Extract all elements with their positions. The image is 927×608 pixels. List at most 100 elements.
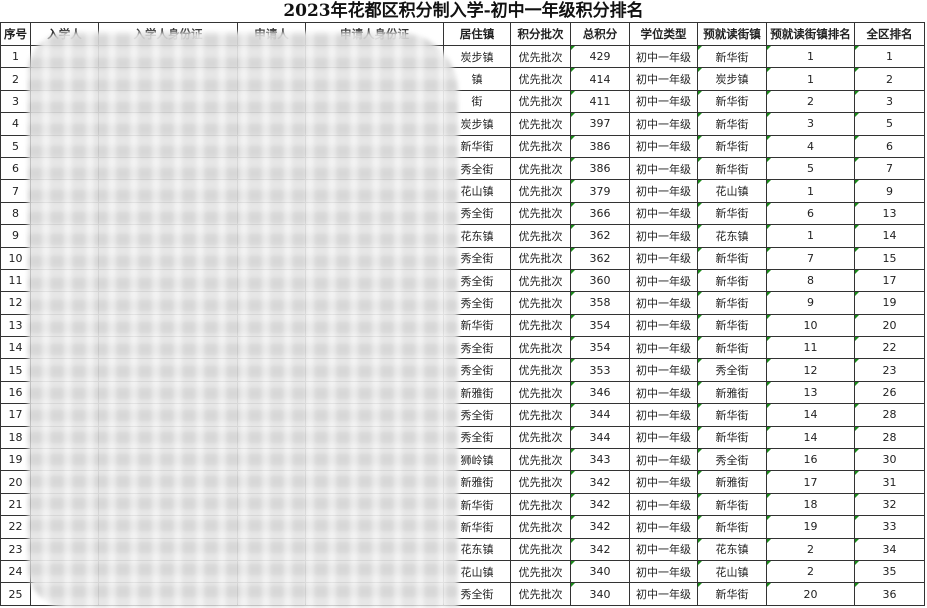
table-cell[interactable]: 32 <box>854 492 925 517</box>
table-cell[interactable]: 优先批次 <box>510 268 571 293</box>
table-cell[interactable]: 优先批次 <box>510 515 571 539</box>
table-cell[interactable]: 优先批次 <box>510 313 571 338</box>
table-cell[interactable]: 397 <box>570 112 630 136</box>
table-cell[interactable]: 新雅街 <box>697 470 767 494</box>
table-cell[interactable]: 花山镇 <box>697 179 767 203</box>
table-cell[interactable]: 初中一年级 <box>629 358 698 382</box>
table-cell[interactable]: 19 <box>766 515 855 539</box>
table-cell[interactable]: 新华街 <box>697 492 767 517</box>
table-cell[interactable]: 新华街 <box>697 268 767 293</box>
table-cell[interactable]: 初中一年级 <box>629 380 698 405</box>
table-cell[interactable]: 360 <box>570 268 630 293</box>
table-cell[interactable]: 优先批次 <box>510 134 571 158</box>
table-cell[interactable]: 18 <box>766 492 855 517</box>
table-cell[interactable]: 8 <box>0 201 31 226</box>
table-cell[interactable]: 5 <box>854 112 925 136</box>
table-cell[interactable]: 新华街 <box>697 89 767 114</box>
table-cell[interactable]: 17 <box>854 268 925 293</box>
table-cell[interactable]: 15 <box>0 358 31 382</box>
table-cell[interactable]: 340 <box>570 559 630 584</box>
column-header[interactable]: 学位类型 <box>629 22 698 46</box>
table-cell[interactable]: 19 <box>854 291 925 315</box>
table-cell[interactable]: 353 <box>570 358 630 382</box>
table-cell[interactable]: 9 <box>854 179 925 203</box>
table-cell[interactable]: 4 <box>766 134 855 158</box>
table-cell[interactable]: 新华街 <box>697 291 767 315</box>
table-cell[interactable]: 新华街 <box>697 112 767 136</box>
table-cell[interactable]: 优先批次 <box>510 224 571 248</box>
table-cell[interactable]: 20 <box>766 582 855 606</box>
column-header[interactable]: 全区排名 <box>854 22 925 46</box>
column-header[interactable]: 序号 <box>0 22 31 46</box>
table-cell[interactable]: 优先批次 <box>510 403 571 427</box>
table-cell[interactable]: 初中一年级 <box>629 492 698 517</box>
table-cell[interactable]: 19 <box>0 448 31 472</box>
table-cell[interactable]: 优先批次 <box>510 246 571 270</box>
table-cell[interactable]: 342 <box>570 492 630 517</box>
table-cell[interactable]: 386 <box>570 134 630 158</box>
table-cell[interactable]: 346 <box>570 380 630 405</box>
table-cell[interactable]: 新华街 <box>697 403 767 427</box>
table-cell[interactable]: 16 <box>0 380 31 405</box>
table-cell[interactable]: 初中一年级 <box>629 537 698 561</box>
table-cell[interactable]: 342 <box>570 470 630 494</box>
table-cell[interactable]: 7 <box>766 246 855 270</box>
table-cell[interactable]: 28 <box>854 403 925 427</box>
table-cell[interactable]: 初中一年级 <box>629 336 698 360</box>
table-cell[interactable]: 优先批次 <box>510 201 571 226</box>
table-cell[interactable]: 新华街 <box>697 134 767 158</box>
table-cell[interactable]: 2 <box>766 537 855 561</box>
table-cell[interactable]: 新雅街 <box>697 380 767 405</box>
table-cell[interactable]: 1 <box>766 179 855 203</box>
table-cell[interactable]: 34 <box>854 537 925 561</box>
table-cell[interactable]: 2 <box>766 559 855 584</box>
table-cell[interactable]: 358 <box>570 291 630 315</box>
table-cell[interactable]: 3 <box>0 89 31 114</box>
table-cell[interactable]: 386 <box>570 156 630 181</box>
table-cell[interactable]: 秀全街 <box>443 358 511 382</box>
table-cell[interactable]: 初中一年级 <box>629 224 698 248</box>
table-cell[interactable]: 14 <box>766 403 855 427</box>
table-cell[interactable]: 11 <box>0 268 31 293</box>
table-cell[interactable]: 优先批次 <box>510 537 571 561</box>
table-cell[interactable]: 初中一年级 <box>629 134 698 158</box>
table-cell[interactable]: 28 <box>854 425 925 450</box>
table-cell[interactable]: 23 <box>0 537 31 561</box>
table-cell[interactable]: 初中一年级 <box>629 470 698 494</box>
table-cell[interactable]: 7 <box>854 156 925 181</box>
table-cell[interactable]: 初中一年级 <box>629 89 698 114</box>
table-cell[interactable]: 初中一年级 <box>629 156 698 181</box>
table-cell[interactable]: 9 <box>0 224 31 248</box>
table-cell[interactable]: 初中一年级 <box>629 448 698 472</box>
table-cell[interactable]: 9 <box>766 291 855 315</box>
table-cell[interactable]: 25 <box>0 582 31 606</box>
table-cell[interactable]: 344 <box>570 403 630 427</box>
table-cell[interactable]: 秀全街 <box>443 403 511 427</box>
table-cell[interactable]: 花山镇 <box>697 559 767 584</box>
table-cell[interactable]: 3 <box>854 89 925 114</box>
table-cell[interactable]: 2 <box>0 67 31 91</box>
table-cell[interactable]: 8 <box>766 268 855 293</box>
table-cell[interactable]: 初中一年级 <box>629 67 698 91</box>
table-cell[interactable]: 14 <box>766 425 855 450</box>
table-cell[interactable]: 17 <box>0 403 31 427</box>
table-cell[interactable]: 22 <box>0 515 31 539</box>
table-cell[interactable]: 狮岭镇 <box>443 448 511 472</box>
table-cell[interactable]: 10 <box>0 246 31 270</box>
table-cell[interactable]: 22 <box>854 336 925 360</box>
table-cell[interactable]: 5 <box>766 156 855 181</box>
table-cell[interactable]: 14 <box>0 336 31 360</box>
table-cell[interactable]: 优先批次 <box>510 336 571 360</box>
table-cell[interactable]: 429 <box>570 44 630 69</box>
table-cell[interactable]: 344 <box>570 425 630 450</box>
table-cell[interactable]: 新华街 <box>697 582 767 606</box>
table-cell[interactable]: 30 <box>854 448 925 472</box>
table-cell[interactable]: 11 <box>766 336 855 360</box>
column-header[interactable]: 预就读街镇 <box>697 22 767 46</box>
table-cell[interactable]: 优先批次 <box>510 291 571 315</box>
table-cell[interactable]: 新华街 <box>697 313 767 338</box>
table-cell[interactable]: 13 <box>854 201 925 226</box>
table-cell[interactable]: 秀全街 <box>697 448 767 472</box>
table-cell[interactable]: 366 <box>570 201 630 226</box>
table-cell[interactable]: 354 <box>570 336 630 360</box>
